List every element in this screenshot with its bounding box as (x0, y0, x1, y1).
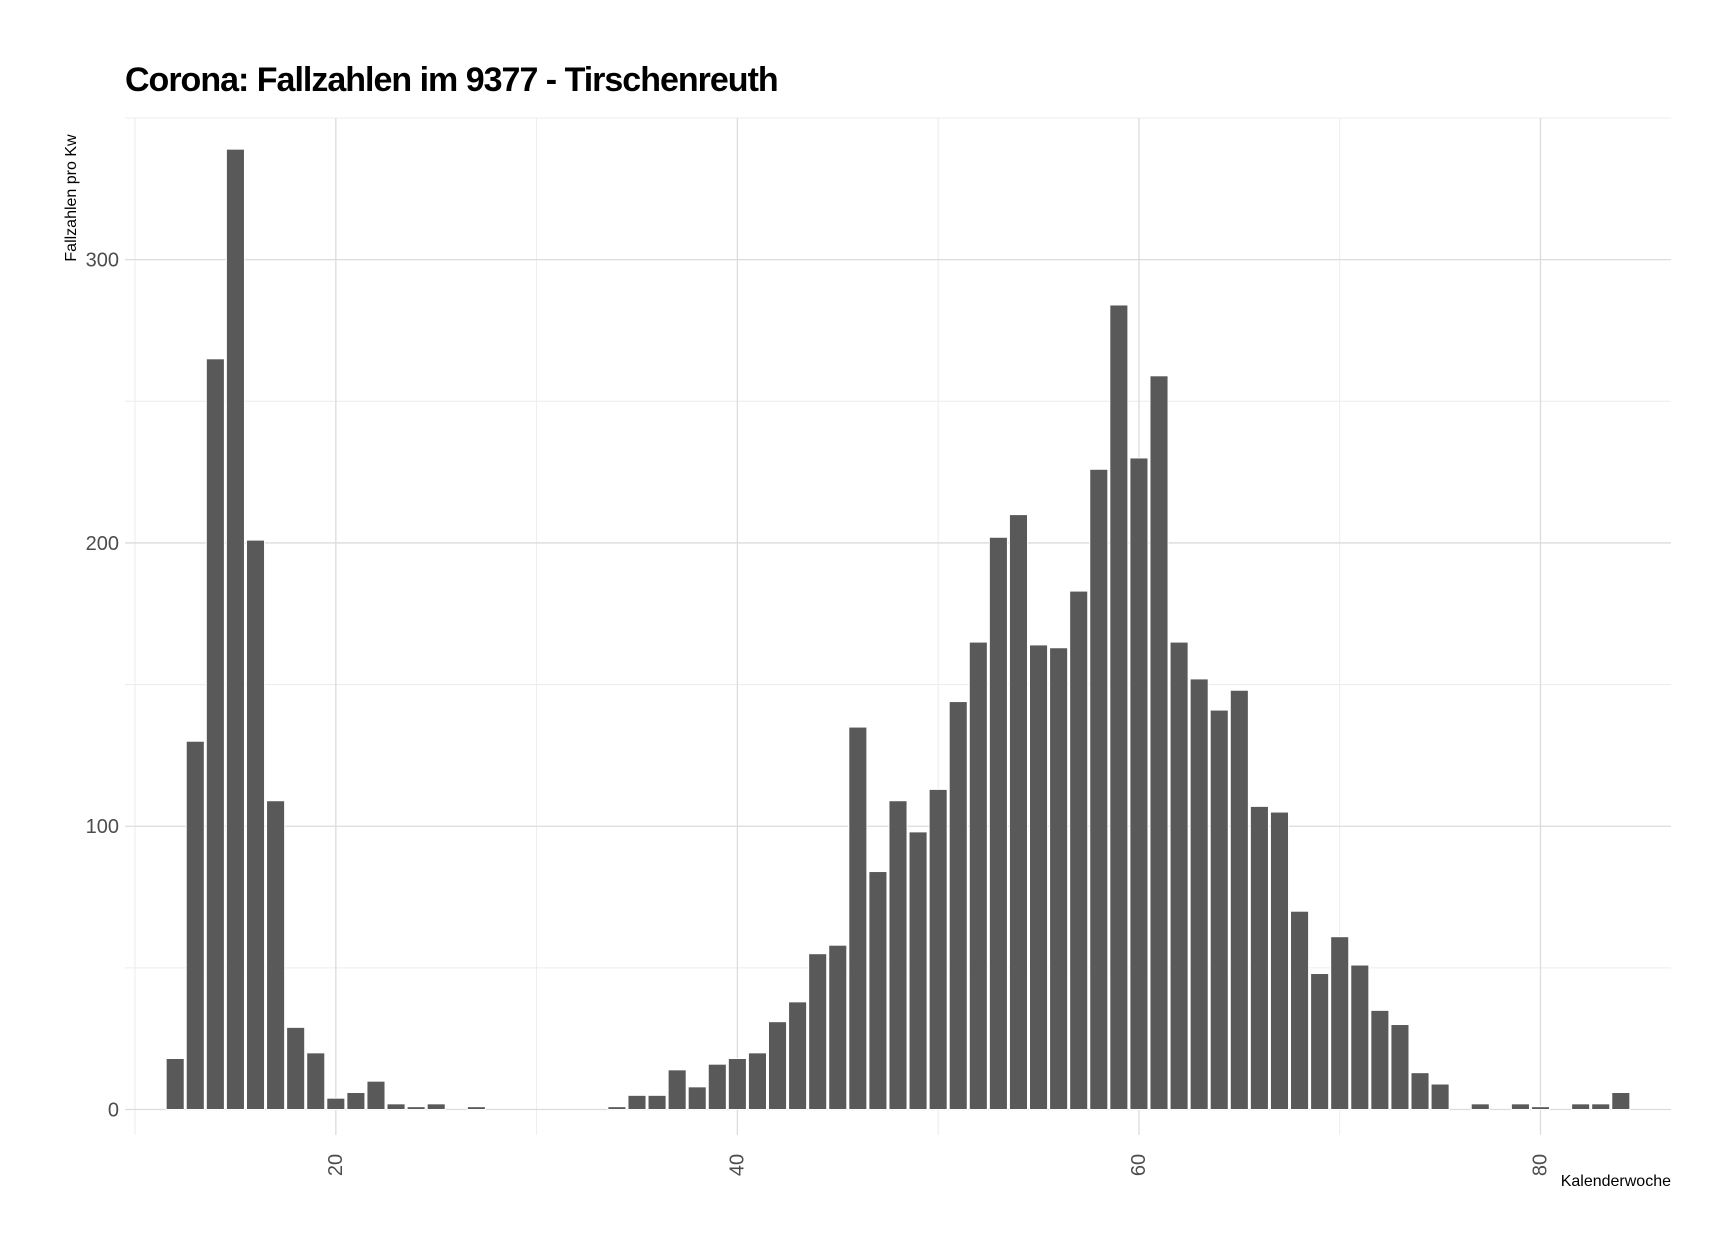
bar-kw-47 (868, 871, 888, 1111)
bar-kw-82 (1571, 1103, 1591, 1111)
bar-kw-80 (1530, 1106, 1551, 1111)
bar-kw-45 (828, 944, 848, 1111)
bar-kw-69 (1310, 973, 1330, 1111)
bars (165, 148, 1631, 1111)
bar-kw-14 (205, 358, 225, 1111)
x-tick-label: 20 (325, 1154, 347, 1176)
bar-kw-43 (788, 1001, 808, 1111)
x-tick-label: 60 (1128, 1154, 1150, 1176)
bar-kw-13 (185, 740, 205, 1111)
bar-kw-84 (1611, 1092, 1631, 1111)
bar-kw-19 (306, 1052, 326, 1111)
bar-kw-15 (225, 148, 245, 1111)
y-axis-title: Fallzahlen pro Kw (63, 134, 80, 262)
bar-kw-72 (1370, 1009, 1390, 1111)
bar-kw-68 (1290, 910, 1310, 1111)
y-tick-label: 300 (86, 250, 119, 272)
bar-kw-67 (1269, 811, 1290, 1111)
bar-kw-17 (266, 800, 286, 1111)
bar-kw-49 (908, 831, 928, 1111)
y-tick-label: 0 (108, 1100, 119, 1122)
bar-kw-21 (346, 1092, 366, 1111)
bar-kw-16 (245, 539, 266, 1111)
bar-kw-79 (1510, 1103, 1530, 1111)
x-tick-label: 80 (1529, 1154, 1551, 1176)
bar-kw-65 (1229, 689, 1249, 1111)
bar-kw-83 (1591, 1103, 1611, 1111)
bar-kw-53 (988, 536, 1008, 1111)
bar-kw-25 (426, 1103, 446, 1111)
bar-kw-39 (707, 1063, 727, 1111)
bar-kw-18 (286, 1026, 306, 1111)
tick-labels: 0 100 200 300 20 40 60 80 (86, 250, 1552, 1176)
bar-kw-63 (1189, 678, 1209, 1111)
y-tick-label: 100 (86, 816, 119, 838)
bar-kw-73 (1390, 1024, 1410, 1111)
bar-kw-42 (767, 1021, 788, 1111)
bar-kw-62 (1169, 641, 1189, 1111)
bar-kw-60 (1129, 457, 1149, 1111)
bar-kw-48 (888, 800, 908, 1111)
bar-kw-61 (1149, 375, 1169, 1111)
bar-kw-51 (948, 701, 968, 1111)
bar-kw-57 (1069, 590, 1089, 1111)
bar-kw-64 (1209, 709, 1229, 1111)
y-tick-label: 200 (86, 533, 119, 555)
bar-kw-59 (1109, 304, 1129, 1111)
bar-kw-23 (386, 1103, 406, 1111)
bar-kw-22 (366, 1080, 386, 1111)
bar-kw-71 (1350, 964, 1370, 1111)
bar-kw-54 (1008, 514, 1029, 1111)
bar-kw-35 (627, 1094, 647, 1111)
chart-title: Corona: Fallzahlen im 9377 - Tirschenreu… (125, 61, 778, 99)
bar-kw-74 (1410, 1072, 1430, 1111)
x-tick-label: 40 (726, 1154, 748, 1176)
bar-kw-55 (1029, 644, 1049, 1111)
bar-kw-12 (165, 1058, 185, 1111)
bar-kw-40 (727, 1058, 747, 1111)
bar-kw-37 (667, 1069, 687, 1111)
bar-kw-27 (466, 1106, 486, 1111)
bar-kw-66 (1249, 805, 1269, 1111)
x-axis-title: Kalenderwoche (1561, 1173, 1671, 1190)
bar-kw-41 (747, 1052, 767, 1111)
bar-kw-44 (808, 953, 828, 1111)
bar-kw-77 (1470, 1103, 1490, 1111)
grid-lines (125, 117, 1671, 1135)
bar-kw-52 (968, 641, 988, 1111)
bar-kw-46 (848, 726, 868, 1111)
bar-kw-34 (607, 1106, 627, 1111)
bar-kw-58 (1089, 468, 1109, 1111)
bar-kw-20 (326, 1097, 346, 1111)
bar-kw-56 (1049, 647, 1069, 1111)
bar-kw-50 (928, 788, 948, 1111)
bar-kw-38 (687, 1086, 707, 1111)
bar-kw-70 (1330, 936, 1350, 1111)
bar-kw-24 (406, 1106, 426, 1111)
bar-kw-75 (1430, 1083, 1450, 1111)
bar-kw-36 (647, 1094, 667, 1111)
